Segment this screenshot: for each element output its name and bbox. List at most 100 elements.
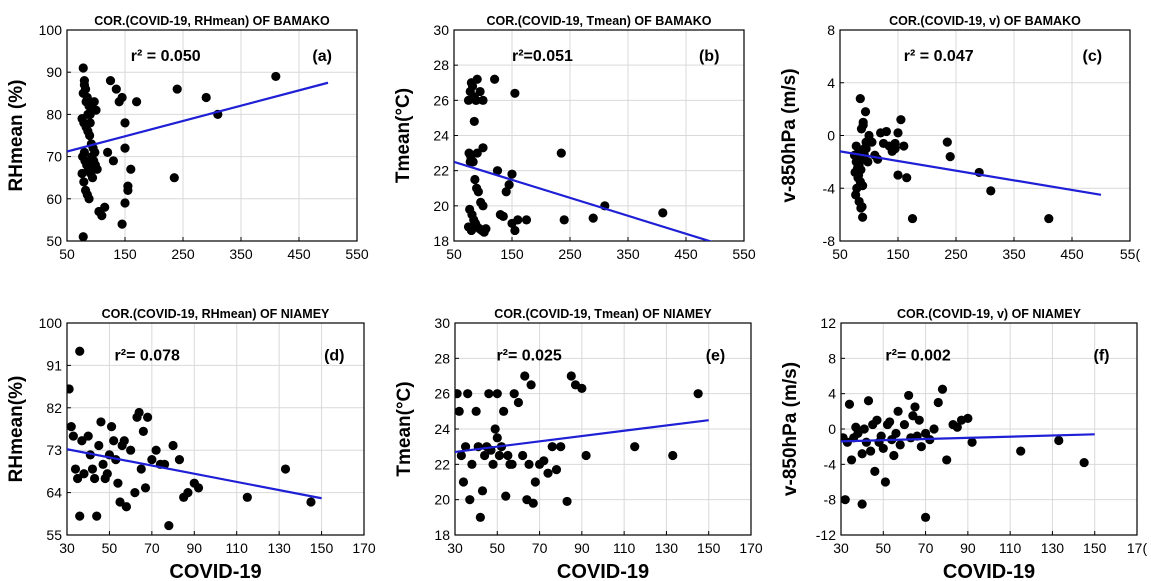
y-tick-label: 22 — [433, 163, 449, 179]
data-point — [907, 213, 918, 224]
y-tick-label: 90 — [46, 64, 62, 80]
data-point — [526, 380, 536, 390]
y-tick-label: 91 — [46, 357, 62, 373]
x-tick-label: 110 — [999, 540, 1022, 556]
data-point — [510, 225, 520, 236]
data-point — [861, 437, 871, 447]
y-tick-label: 50 — [46, 233, 62, 249]
data-point — [463, 389, 473, 399]
x-tick-label: 50 — [875, 540, 891, 556]
data-point — [920, 512, 931, 522]
y-tick-label: 100 — [39, 22, 63, 38]
data-point — [471, 406, 481, 416]
data-point — [469, 116, 479, 127]
data-point — [168, 440, 178, 451]
x-tick-label: 90 — [186, 540, 202, 556]
data-point — [79, 469, 89, 479]
data-point — [893, 170, 903, 180]
data-point — [478, 95, 488, 105]
data-point — [471, 95, 481, 105]
x-tick-label: 55( — [1120, 246, 1141, 262]
y-tick-label: 30 — [433, 22, 449, 38]
data-point — [467, 81, 478, 91]
data-point — [562, 496, 572, 507]
panel-label: (c) — [1083, 48, 1103, 65]
data-point — [693, 389, 703, 399]
data-point — [201, 92, 211, 103]
x-axis-label: COVID-19 — [169, 561, 261, 581]
y-axis-label: v-850hPa (m/s) — [780, 362, 801, 496]
regression-line — [840, 150, 1102, 196]
data-point — [524, 459, 534, 469]
data-point — [126, 164, 136, 174]
data-point — [78, 63, 88, 73]
x-axis-label: COVID-19 — [557, 561, 649, 581]
data-point — [477, 486, 488, 496]
y-tick-label: 80 — [46, 106, 62, 122]
chart-panel-3: 50 150 250 350 450 55(-8 -4 0 4 8 COR.(COVID-19, v… — [779, 14, 1140, 262]
data-point — [929, 424, 939, 434]
chart-panel-4: 30 50 70 90 110 130 150 170 55 64 73 82 91 100 COR.(CO… — [6, 307, 376, 581]
y-tick-label: 8 — [827, 22, 835, 38]
data-point — [528, 498, 538, 508]
data-point — [942, 137, 952, 147]
chart-panel-2: 50 150 250 350 450 550 18 20 22 24 26 28 30 COR.(COVI… — [393, 14, 756, 262]
data-point — [120, 143, 130, 153]
x-tick-label: 50 — [59, 246, 75, 262]
x-tick-label: 50 — [446, 246, 462, 262]
y-axis-label: v-850hPa (m/s) — [779, 68, 800, 202]
data-point — [891, 428, 901, 439]
data-point — [67, 384, 74, 394]
data-point — [89, 97, 99, 107]
data-point — [933, 397, 943, 408]
data-point — [967, 437, 977, 447]
plot-frame — [66, 29, 358, 242]
data-point — [490, 424, 500, 434]
y-tick-label: 4 — [828, 386, 836, 402]
data-point — [559, 215, 569, 225]
data-point — [860, 107, 871, 117]
data-point — [120, 118, 130, 128]
data-point — [79, 177, 89, 187]
data-point — [858, 181, 868, 191]
y-tick-label: 20 — [433, 198, 449, 214]
data-point — [844, 399, 855, 409]
data-point — [113, 478, 123, 488]
data-point — [492, 389, 502, 399]
data-point — [91, 105, 101, 115]
data-point — [70, 464, 81, 474]
data-point — [504, 180, 514, 190]
data-point — [77, 436, 87, 446]
data-point — [501, 187, 511, 197]
chart-title: COR.(COVID-19, RHmean) OF BAMAKO — [94, 14, 330, 28]
y-tick-label: 26 — [434, 386, 450, 402]
data-point — [96, 417, 106, 427]
x-tick-label: 350 — [1002, 246, 1026, 262]
data-point — [97, 211, 107, 221]
data-point — [455, 389, 462, 399]
data-point — [78, 88, 88, 98]
chart-title: COR.(COVID-19, Tmean) OF BAMAKO — [486, 14, 711, 28]
data-point — [465, 495, 475, 505]
plot-contents — [67, 63, 329, 241]
y-tick-label: 55 — [46, 527, 62, 543]
data-point — [851, 190, 861, 200]
data-point — [460, 442, 471, 452]
data-point — [494, 450, 504, 461]
x-tick-label: 170 — [352, 540, 376, 556]
r-squared-label: r²= 0.025 — [496, 348, 561, 365]
x-tick-label: 130 — [655, 540, 679, 556]
x-tick-label: 130 — [1041, 540, 1065, 556]
y-tick-label: 100 — [39, 315, 63, 331]
data-point — [841, 495, 850, 505]
data-point — [87, 173, 98, 183]
data-point — [94, 440, 104, 451]
data-point — [895, 440, 905, 450]
x-axis-label: COVID-19 — [943, 561, 1035, 581]
data-point — [143, 412, 153, 422]
x-tick-label: 350 — [229, 246, 253, 262]
data-point — [551, 465, 562, 475]
data-point — [503, 450, 513, 461]
data-point — [893, 406, 903, 416]
y-tick-label: 24 — [433, 128, 449, 144]
